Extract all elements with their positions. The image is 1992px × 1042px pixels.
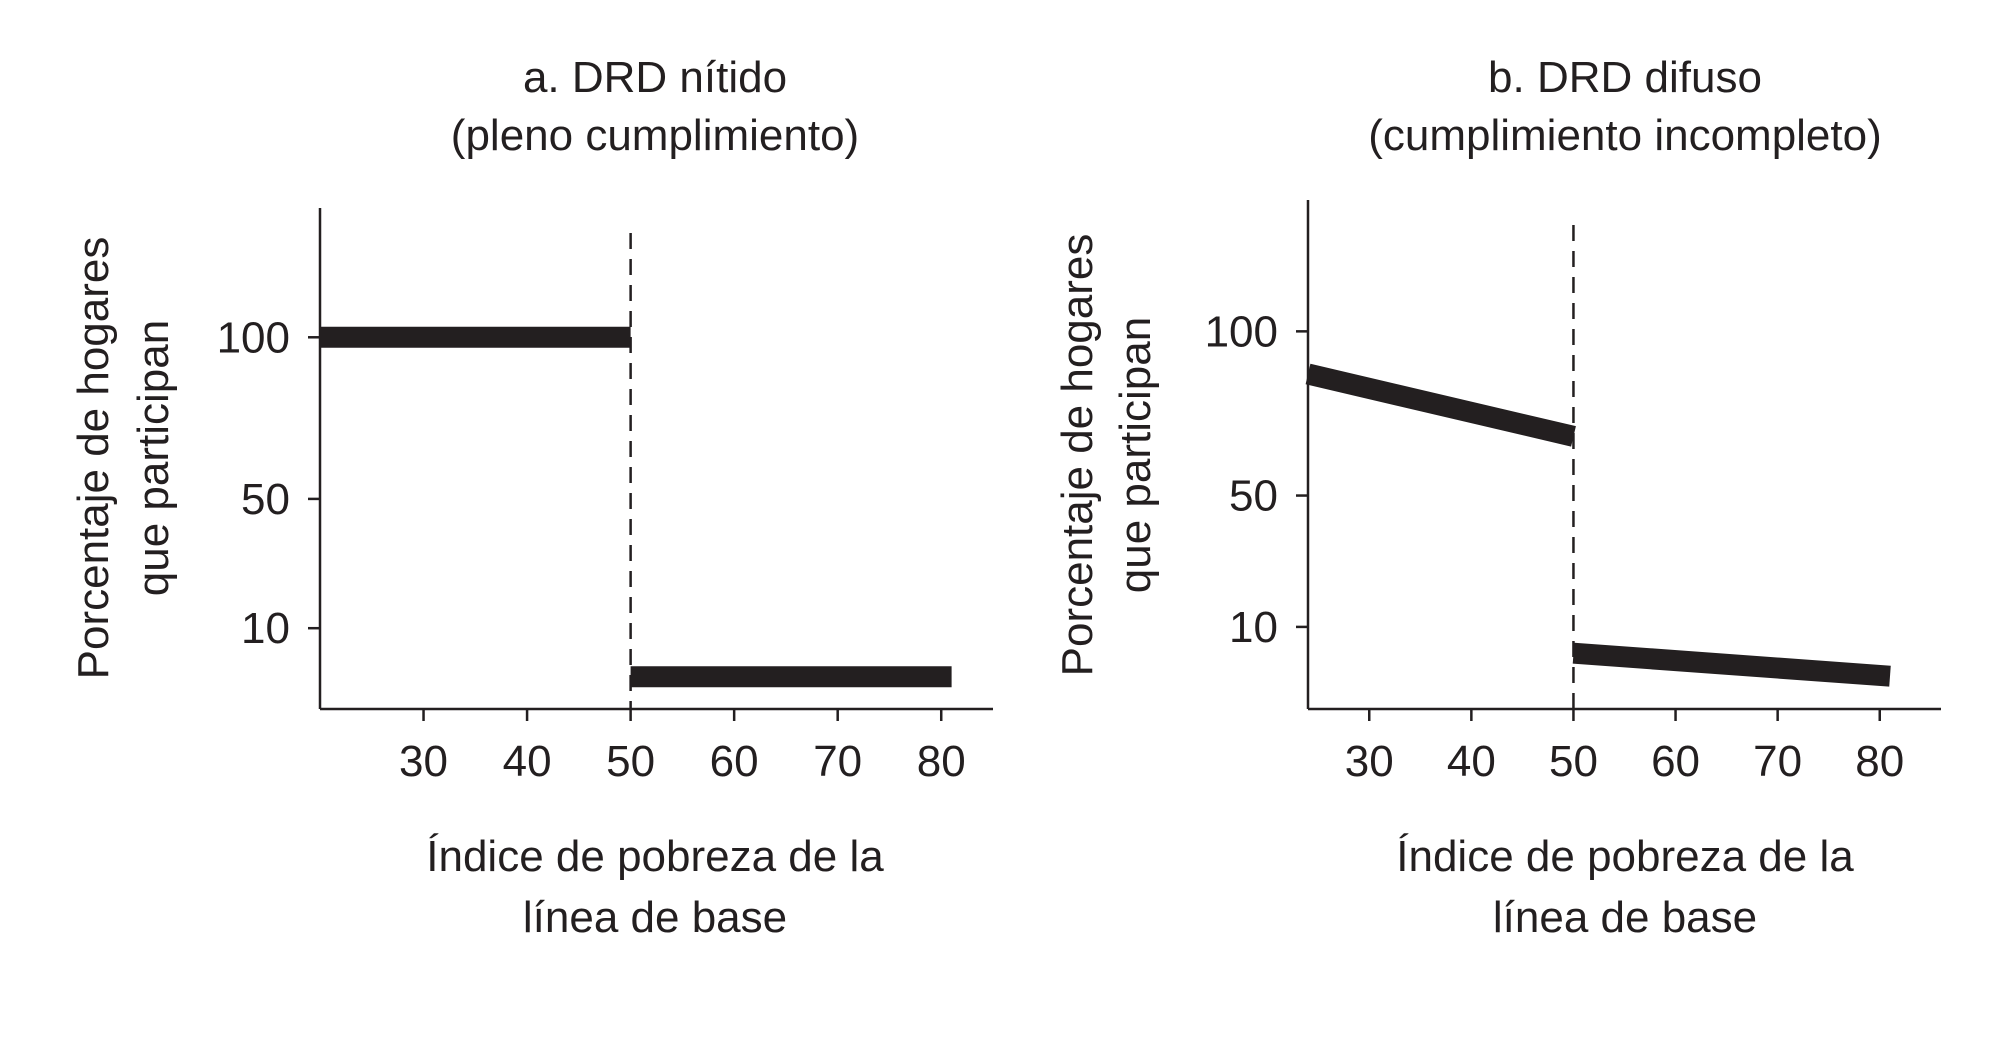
y-axis-label-line-1: Porcentaje de hogares [1053, 234, 1102, 677]
x-tick-label: 30 [399, 737, 448, 786]
y-tick-label: 10 [1229, 603, 1278, 652]
x-tick-label: 60 [710, 737, 759, 786]
y-tick-label: 50 [241, 475, 290, 524]
chart-title-line-1: b. DRD difuso [1488, 53, 1762, 102]
chart-title-line-2: (cumplimiento incompleto) [1368, 111, 1882, 160]
x-tick-label: 70 [813, 737, 862, 786]
y-tick-label: 10 [241, 604, 290, 653]
series-line-1 [1305, 363, 1576, 447]
x-tick-label: 40 [1447, 737, 1496, 786]
chart-panel-b: b. DRD difuso (cumplimiento incompleto) 10… [1053, 53, 1941, 942]
chart-title-line-2: (pleno cumplimiento) [451, 111, 859, 160]
y-axis-label-line-1: Porcentaje de hogares [69, 237, 118, 680]
y-axis-label-line-2: que participan [1111, 317, 1160, 593]
x-tick-label: 70 [1753, 737, 1802, 786]
x-tick-label: 30 [1345, 737, 1394, 786]
x-tick-label: 40 [503, 737, 552, 786]
series-line-2 [1572, 642, 1891, 687]
x-tick-label: 50 [606, 737, 655, 786]
x-tick-label: 60 [1651, 737, 1700, 786]
y-tick-label: 100 [217, 313, 290, 362]
x-tick-label: 50 [1549, 737, 1598, 786]
y-tick-label: 50 [1229, 472, 1278, 521]
x-axis-label-line-2: línea de base [1493, 893, 1757, 942]
chart-panel-a: a. DRD nítido (pleno cumplimiento) 10 50 100… [69, 53, 993, 942]
y-axis-label-line-2: que participan [129, 320, 178, 596]
chart-title-line-1: a. DRD nítido [523, 53, 787, 102]
x-tick-label: 80 [1855, 737, 1904, 786]
x-axis-label-line-1: Índice de pobreza de la [426, 832, 884, 881]
y-tick-label: 100 [1205, 307, 1278, 356]
x-axis-label-line-1: Índice de pobreza de la [1396, 832, 1854, 881]
x-tick-label: 80 [917, 737, 966, 786]
x-axis-label-line-2: línea de base [523, 893, 787, 942]
